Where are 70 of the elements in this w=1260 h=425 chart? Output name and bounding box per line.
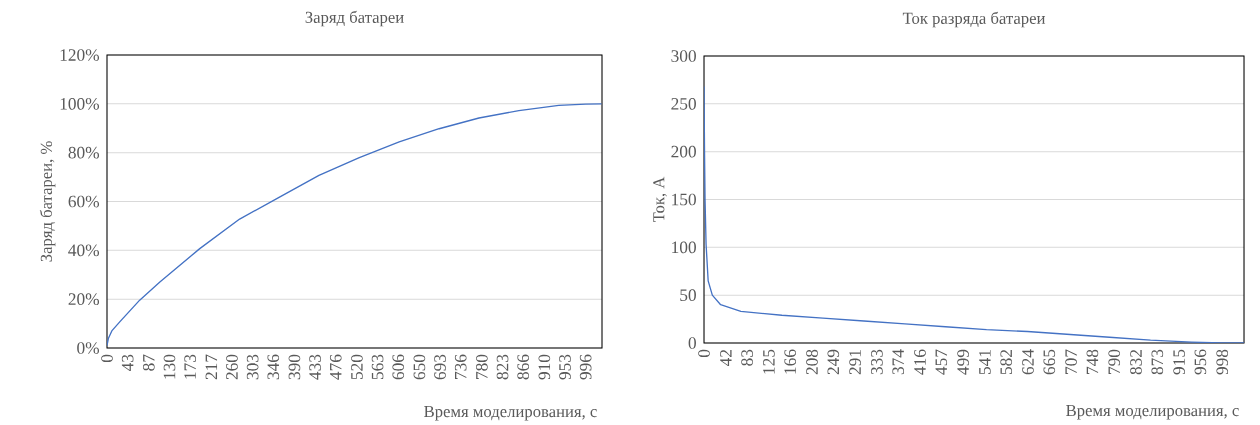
y-tick-label: 250 bbox=[671, 97, 696, 110]
y-tick-label: 100 bbox=[672, 241, 696, 254]
line-series bbox=[107, 103, 602, 347]
x-tick-label: 374 bbox=[892, 349, 905, 375]
x-tick-label: 998 bbox=[1216, 349, 1229, 375]
x-tick-label: 0 bbox=[698, 349, 710, 358]
x-tick-label: 476 bbox=[329, 354, 342, 380]
x-tick-label: 956 bbox=[1194, 349, 1207, 375]
y-tick-label: 300 bbox=[671, 50, 696, 62]
x-tick-label: 166 bbox=[784, 349, 797, 374]
x-tick-label: 693 bbox=[434, 354, 446, 380]
x-tick-label: 43 bbox=[121, 354, 134, 372]
x-tick-label: 303 bbox=[246, 354, 259, 380]
x-tick-label: 217 bbox=[205, 354, 218, 380]
x-tick-label: 707 bbox=[1065, 349, 1077, 374]
x-tick-label: 563 bbox=[371, 354, 384, 380]
x-tick-label: 748 bbox=[1086, 349, 1099, 374]
x-tick-label: 87 bbox=[142, 354, 155, 371]
x-tick-label: 499 bbox=[957, 349, 969, 375]
x-tick-label: 910 bbox=[538, 354, 551, 380]
x-tick-label: 823 bbox=[496, 354, 509, 380]
x-tick-label: 832 bbox=[1130, 349, 1142, 375]
x-tick-label: 665 bbox=[1043, 349, 1056, 375]
chart-title: Ток разряда батареи bbox=[902, 11, 1046, 28]
x-tick-label: 125 bbox=[763, 349, 775, 374]
x-tick-label: 873 bbox=[1151, 349, 1164, 375]
x-tick-label: 173 bbox=[184, 354, 196, 379]
x-tick-label: 624 bbox=[1022, 349, 1034, 375]
y-tick-label: 0 bbox=[688, 337, 696, 349]
x-tick-label: 390 bbox=[288, 354, 301, 380]
x-tick-label: 650 bbox=[413, 354, 426, 380]
x-tick-label: 0 bbox=[101, 354, 113, 363]
x-tick-label: 520 bbox=[351, 354, 363, 380]
y-tick-label: 40% bbox=[68, 244, 100, 257]
x-tick-label: 346 bbox=[267, 354, 280, 380]
x-tick-label: 291 bbox=[849, 350, 861, 375]
x-tick-label: 606 bbox=[392, 354, 405, 380]
x-tick-label: 83 bbox=[741, 349, 753, 366]
x-axis-title: Время моделирования, с bbox=[1066, 405, 1239, 420]
x-tick-label: 333 bbox=[871, 349, 883, 375]
x-tick-label: 416 bbox=[914, 349, 926, 375]
x-tick-label: 996 bbox=[579, 354, 592, 380]
chart-title: Заряд батареи bbox=[305, 10, 404, 27]
y-tick-label: 100% bbox=[60, 97, 100, 110]
y-tick-label: 120% bbox=[60, 49, 100, 61]
x-axis-title: Время моделирования, с bbox=[424, 406, 597, 421]
x-tick-label: 541 bbox=[979, 350, 991, 375]
y-tick-label: 60% bbox=[68, 195, 100, 208]
x-tick-label: 208 bbox=[806, 349, 818, 375]
x-tick-label: 582 bbox=[1000, 349, 1013, 375]
y-tick-label: 200 bbox=[671, 145, 696, 158]
y-axis-title: Ток, А bbox=[653, 176, 667, 223]
y-tick-label: 20% bbox=[68, 293, 100, 306]
y-tick-label: 80% bbox=[68, 146, 100, 159]
x-tick-label: 260 bbox=[226, 354, 238, 380]
y-axis-title: Заряд батареи, % bbox=[39, 141, 56, 262]
x-tick-label: 790 bbox=[1108, 349, 1121, 374]
y-tick-label: 50 bbox=[680, 289, 696, 302]
x-tick-label: 915 bbox=[1173, 349, 1185, 375]
x-tick-label: 780 bbox=[476, 354, 488, 379]
x-tick-label: 953 bbox=[559, 354, 571, 380]
x-tick-label: 42 bbox=[720, 350, 732, 367]
x-tick-label: 130 bbox=[163, 354, 176, 379]
x-tick-label: 457 bbox=[935, 349, 948, 375]
x-tick-label: 433 bbox=[309, 354, 321, 380]
y-tick-label: 0% bbox=[77, 342, 100, 354]
y-tick-label: 150 bbox=[672, 193, 696, 206]
x-tick-label: 866 bbox=[517, 354, 530, 380]
x-tick-label: 249 bbox=[827, 349, 840, 375]
x-tick-label: 736 bbox=[454, 354, 467, 379]
